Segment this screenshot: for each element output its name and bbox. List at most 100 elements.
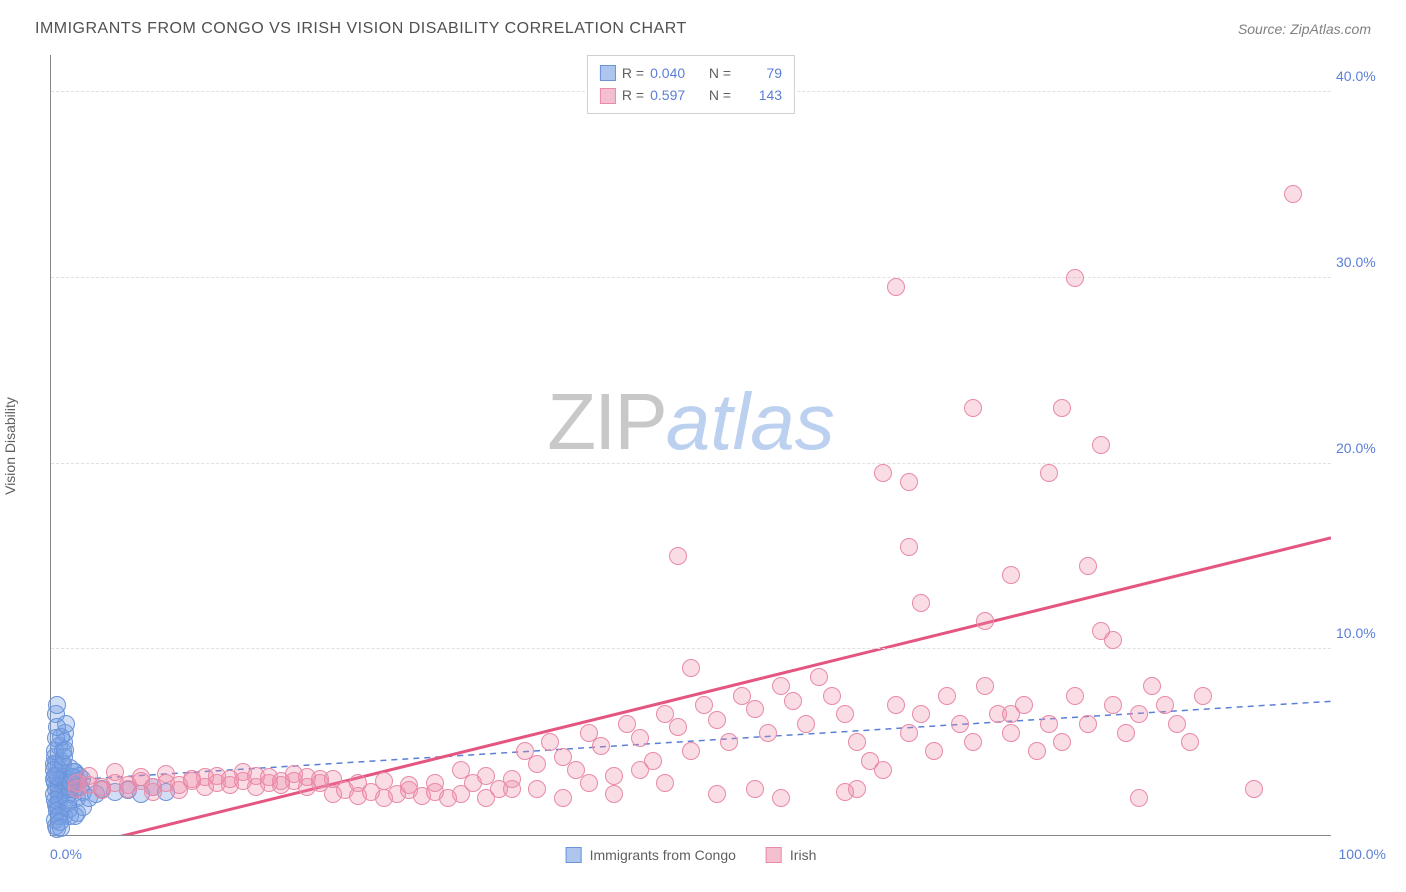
point-irish (221, 770, 239, 788)
legend-label-congo: Immigrants from Congo (590, 847, 736, 863)
point-irish (144, 783, 162, 801)
point-irish (1053, 399, 1071, 417)
r-label: R = (622, 62, 644, 84)
r-label: R = (622, 84, 644, 106)
point-irish (976, 677, 994, 695)
point-irish (503, 780, 521, 798)
point-irish (772, 677, 790, 695)
legend-item-irish: Irish (766, 847, 816, 863)
watermark: ZIPatlas (547, 376, 834, 468)
point-irish (1181, 733, 1199, 751)
point-irish (900, 473, 918, 491)
point-irish (1066, 269, 1084, 287)
point-congo (66, 807, 84, 825)
n-label: N = (701, 84, 731, 106)
point-irish (272, 772, 290, 790)
x-tick-min: 0.0% (50, 846, 82, 862)
point-irish (157, 765, 175, 783)
point-irish (874, 761, 892, 779)
point-irish (1092, 436, 1110, 454)
point-irish (196, 768, 214, 786)
point-irish (1002, 724, 1020, 742)
y-tick-label: 30.0% (1336, 254, 1391, 270)
y-axis-label: Vision Disability (2, 397, 18, 495)
point-irish (759, 724, 777, 742)
point-irish (592, 737, 610, 755)
point-irish (708, 785, 726, 803)
watermark-atlas: atlas (666, 377, 835, 466)
x-tick-max: 100.0% (1339, 846, 1386, 862)
point-irish (964, 733, 982, 751)
legend-label-irish: Irish (790, 847, 816, 863)
point-irish (746, 700, 764, 718)
point-irish (528, 755, 546, 773)
point-irish (1130, 789, 1148, 807)
swatch-irish (600, 88, 616, 104)
chart-title: IMMIGRANTS FROM CONGO VS IRISH VISION DI… (35, 20, 687, 38)
series-legend: Immigrants from Congo Irish (566, 847, 817, 863)
point-irish (900, 724, 918, 742)
swatch-irish (766, 847, 782, 863)
r-value-congo: 0.040 (650, 62, 695, 84)
point-irish (324, 770, 342, 788)
point-irish (298, 768, 316, 786)
point-irish (528, 780, 546, 798)
point-irish (1079, 715, 1097, 733)
point-irish (605, 785, 623, 803)
point-irish (976, 612, 994, 630)
point-irish (605, 767, 623, 785)
swatch-congo (600, 65, 616, 81)
point-irish (848, 733, 866, 751)
n-value-irish: 143 (737, 84, 782, 106)
point-irish (1028, 742, 1046, 760)
point-irish (1040, 464, 1058, 482)
point-irish (784, 692, 802, 710)
point-irish (669, 547, 687, 565)
point-irish (400, 776, 418, 794)
point-irish (375, 772, 393, 790)
swatch-congo (566, 847, 582, 863)
point-irish (1245, 780, 1263, 798)
point-congo (56, 741, 74, 759)
watermark-zip: ZIP (547, 377, 665, 466)
point-irish (708, 711, 726, 729)
point-irish (900, 538, 918, 556)
y-tick-label: 20.0% (1336, 440, 1391, 456)
point-irish (1066, 687, 1084, 705)
point-irish (887, 278, 905, 296)
point-irish (106, 763, 124, 781)
point-irish (541, 733, 559, 751)
point-irish (772, 789, 790, 807)
point-irish (912, 594, 930, 612)
point-irish (1053, 733, 1071, 751)
point-irish (746, 780, 764, 798)
gridline (51, 463, 1331, 464)
point-irish (93, 781, 111, 799)
point-irish (1284, 185, 1302, 203)
point-irish (631, 761, 649, 779)
point-irish (1002, 705, 1020, 723)
point-irish (1002, 566, 1020, 584)
point-irish (452, 785, 470, 803)
point-irish (1143, 677, 1161, 695)
point-irish (669, 718, 687, 736)
point-irish (682, 742, 700, 760)
gridline (51, 277, 1331, 278)
legend-row-congo: R = 0.040 N = 79 (600, 62, 782, 84)
point-irish (836, 705, 854, 723)
legend-item-congo: Immigrants from Congo (566, 847, 736, 863)
point-irish (170, 781, 188, 799)
point-irish (1194, 687, 1212, 705)
point-irish (1104, 631, 1122, 649)
point-irish (1117, 724, 1135, 742)
point-congo (48, 696, 66, 714)
r-value-irish: 0.597 (650, 84, 695, 106)
point-irish (477, 789, 495, 807)
point-irish (720, 733, 738, 751)
point-irish (964, 399, 982, 417)
header: IMMIGRANTS FROM CONGO VS IRISH VISION DI… (35, 20, 1371, 38)
point-irish (695, 696, 713, 714)
point-congo (48, 718, 66, 736)
point-irish (68, 780, 86, 798)
point-irish (631, 729, 649, 747)
